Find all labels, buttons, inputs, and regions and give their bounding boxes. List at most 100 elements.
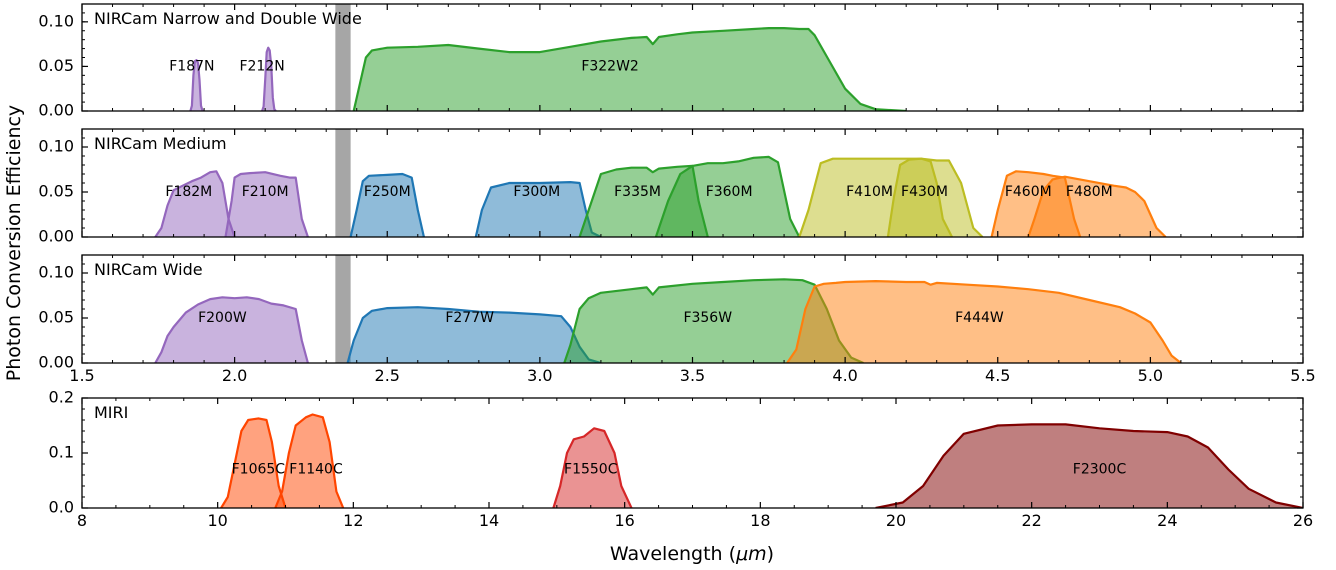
dichroic-gap-band	[335, 129, 351, 237]
filter-label-F356W: F356W	[683, 310, 732, 326]
filter-curve-F360M	[654, 155, 801, 237]
panels: F187N F212N F322W2 NIRCam Narrow and Double…	[38, 3, 1316, 531]
panel-0: F187N F212N F322W2 NIRCam Narrow and Double…	[38, 3, 1304, 120]
y-tick-label: 0.10	[38, 137, 74, 156]
filter-curve-F182M	[154, 170, 236, 237]
filter-curve-F250M	[349, 172, 425, 237]
plot-area	[189, 4, 907, 111]
x-tick-label: 26	[1293, 511, 1313, 530]
filter-label-F300M: F300M	[513, 184, 560, 200]
filter-label-F1140C: F1140C	[289, 462, 343, 478]
x-tick-label: 3.5	[680, 366, 705, 385]
filter-label-F410M: F410M	[846, 184, 893, 200]
plot-area	[220, 413, 1303, 508]
x-tick-label: 16	[614, 511, 634, 530]
y-tick-label: 0.0	[49, 498, 74, 517]
x-axis-label-suffix: )	[767, 543, 774, 565]
y-tick-label: 0.00	[38, 227, 74, 246]
filter-label-F430M: F430M	[901, 184, 948, 200]
filter-label-F1065C: F1065C	[232, 462, 286, 478]
filter-area-F356W	[564, 279, 864, 363]
filter-curve-F200W	[154, 296, 309, 363]
filter-area-F300M	[475, 182, 601, 237]
filter-area-F277W	[347, 307, 601, 363]
y-tick-label: 0.2	[49, 388, 74, 407]
filter-curve-F1550C	[552, 427, 633, 508]
y-tick-label: 0.05	[38, 56, 74, 75]
filter-curve-F444W	[786, 280, 1182, 363]
filter-label-F212N: F212N	[239, 58, 284, 74]
filter-label-F187N: F187N	[169, 58, 214, 74]
filter-area-F2300C	[875, 424, 1303, 508]
filter-area-F1140C	[275, 414, 344, 508]
y-tick-label: 0.10	[38, 11, 74, 30]
filter-label-F444W: F444W	[955, 310, 1004, 326]
filter-area-F322W2	[353, 28, 907, 111]
filter-curve-F410M	[798, 157, 984, 237]
filter-curve-F480M	[1027, 175, 1167, 237]
x-axis-label-unit: μm	[735, 543, 767, 565]
filter-curve-F1065C	[220, 417, 287, 508]
shared-y-axis-label: Photon Conversion Efficiency	[3, 105, 25, 381]
filter-area-F250M	[350, 174, 424, 237]
filter-area-F210M	[225, 172, 308, 237]
filter-area-F200W	[155, 297, 308, 363]
panel-2: F200W F277W F356W F444W NIRCam Wide 0.00 0.05 0…	[38, 254, 1316, 385]
x-tick-label: 20	[886, 511, 906, 530]
y-tick-label: 0.05	[38, 308, 74, 327]
filter-curve-F1140C	[274, 413, 345, 508]
filter-label-F2300C: F2300C	[1073, 462, 1127, 478]
x-tick-label: 5.5	[1290, 366, 1315, 385]
filter-label-F200W: F200W	[198, 310, 247, 326]
filter-label-F210M: F210M	[242, 184, 289, 200]
filter-curve-F212N	[261, 46, 277, 111]
filter-area-F430M	[887, 158, 952, 237]
x-axis-label-prefix: Wavelength (	[610, 543, 736, 565]
panel-title: NIRCam Wide	[94, 260, 203, 279]
filter-label-F1550C: F1550C	[564, 462, 618, 478]
y-tick-label: 0.00	[38, 353, 74, 372]
filter-area-F360M	[655, 156, 800, 237]
panel-1: F182M F210M F250M F300M F335M F360M F410M F430M…	[38, 128, 1304, 246]
plot-area	[154, 255, 1182, 363]
x-tick-label: 24	[1157, 511, 1177, 530]
filter-area-F444W	[787, 281, 1181, 363]
x-tick-label: 2.5	[375, 366, 400, 385]
y-tick-label: 0.05	[38, 182, 74, 201]
filter-curve-F430M	[886, 157, 953, 237]
panel-title: NIRCam Narrow and Double Wide	[94, 9, 362, 28]
y-tick-label: 0.00	[38, 101, 74, 120]
filter-label-F250M: F250M	[364, 184, 411, 200]
x-tick-label: 2.0	[222, 366, 247, 385]
filter-label-F460M: F460M	[1005, 184, 1052, 200]
x-axis-label: Wavelength (μm)	[610, 543, 774, 565]
filter-label-F182M: F182M	[165, 184, 212, 200]
dichroic-gap-band	[335, 255, 351, 363]
filter-area-F182M	[155, 171, 235, 237]
filter-label-F480M: F480M	[1066, 184, 1113, 200]
filter-label-F277W: F277W	[445, 310, 494, 326]
x-tick-label: 5.0	[1138, 366, 1163, 385]
panel-3: F1065C F1140C F1550C F2300C MIRI 0.0 0.1 0.2 8 10…	[49, 388, 1314, 531]
filter-curve-F187N	[189, 59, 204, 111]
x-tick-label: 10	[207, 511, 227, 530]
y-tick-label: 0.10	[38, 263, 74, 282]
x-tick-label: 4.5	[985, 366, 1010, 385]
x-tick-label: 3.0	[527, 366, 552, 385]
plot-area	[154, 129, 1167, 237]
panel-title: NIRCam Medium	[94, 134, 227, 153]
x-tick-label: 12	[343, 511, 363, 530]
x-tick-label: 4.0	[832, 366, 857, 385]
y-tick-label: 0.1	[49, 443, 74, 462]
x-tick-label: 14	[479, 511, 499, 530]
filter-label-F335M: F335M	[614, 184, 661, 200]
x-tick-label: 22	[1021, 511, 1041, 530]
dichroic-gap-band	[335, 4, 351, 111]
filter-curve-F2300C	[875, 423, 1303, 508]
filter-curve-F322W2	[352, 27, 907, 111]
filter-label-F360M: F360M	[706, 184, 753, 200]
filter-label-F322W2: F322W2	[581, 58, 639, 74]
x-tick-label: 1.5	[69, 366, 94, 385]
x-tick-label: 18	[750, 511, 770, 530]
